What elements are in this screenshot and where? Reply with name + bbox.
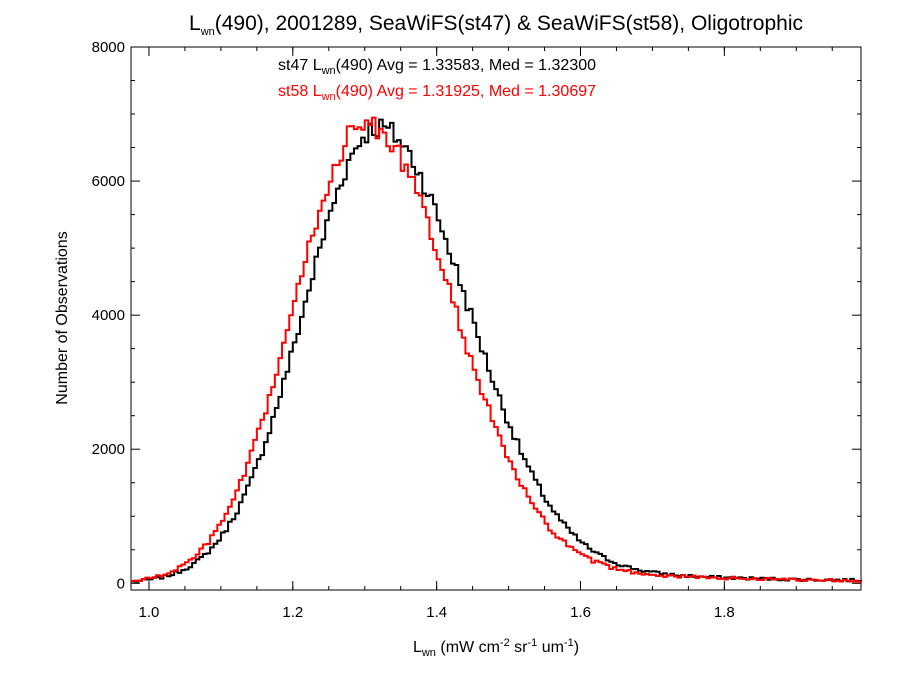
title-subscript: wn xyxy=(200,26,215,38)
annotation-st47: st47 Lwn(490) Avg = 1.33583, Med = 1.323… xyxy=(278,57,596,77)
xlabel-sup2: -1 xyxy=(527,637,537,649)
xlabel-sup1: -2 xyxy=(500,637,510,649)
annotation-st58-rest: (490) Avg = 1.31925, Med = 1.30697 xyxy=(336,83,596,100)
x-tick-label: 1.8 xyxy=(714,604,735,621)
x-tick-label: 1.4 xyxy=(426,604,447,621)
x-tick-label: 1.2 xyxy=(282,604,303,621)
xlabel-mid1: sr xyxy=(510,639,528,656)
annotation-st47-prefix: st47 L xyxy=(278,57,322,74)
annotation-st58-subscript: wn xyxy=(321,91,336,103)
xlabel-open: (mW cm xyxy=(436,639,500,656)
annotation-st58: st58 Lwn(490) Avg = 1.31925, Med = 1.306… xyxy=(278,83,596,103)
y-tick-label: 0 xyxy=(117,575,125,592)
y-tick-label: 8000 xyxy=(92,39,125,56)
xlabel-subscript: wn xyxy=(421,647,436,659)
x-axis: 1.0 1.2 1.4 1.6 1.8 xyxy=(139,47,833,621)
annotation-st58-prefix: st58 L xyxy=(278,83,322,100)
x-tick-label: 1.6 xyxy=(570,604,591,621)
y-axis: 0 2000 4000 6000 8000 xyxy=(92,39,861,592)
y-tick-label: 4000 xyxy=(92,307,125,324)
annotation-st47-subscript: wn xyxy=(321,65,336,77)
xlabel-mid2: um xyxy=(537,639,564,656)
xlabel-close: ) xyxy=(574,639,579,656)
y-tick-label: 2000 xyxy=(92,441,125,458)
annotation-st47-rest: (490) Avg = 1.33583, Med = 1.32300 xyxy=(336,57,596,74)
title-rest: (490), 2001289, SeaWiFS(st47) & SeaWiFS(… xyxy=(215,12,803,35)
series-st58-line xyxy=(131,116,862,583)
title-prefix: L xyxy=(189,12,201,35)
x-tick-label: 1.0 xyxy=(139,604,160,621)
series-st47-line xyxy=(131,118,862,583)
y-tick-label: 6000 xyxy=(92,173,125,190)
xlabel-sup3: -1 xyxy=(564,637,574,649)
x-axis-label: Lwn (mW cm-2 sr-1 um-1) xyxy=(413,637,579,659)
xlabel-prefix: L xyxy=(413,639,422,656)
series-group xyxy=(131,116,862,583)
plot-frame xyxy=(130,46,862,591)
y-axis-label: Number of Observations xyxy=(54,231,71,404)
chart-title: Lwn(490), 2001289, SeaWiFS(st47) & SeaWi… xyxy=(189,12,803,38)
